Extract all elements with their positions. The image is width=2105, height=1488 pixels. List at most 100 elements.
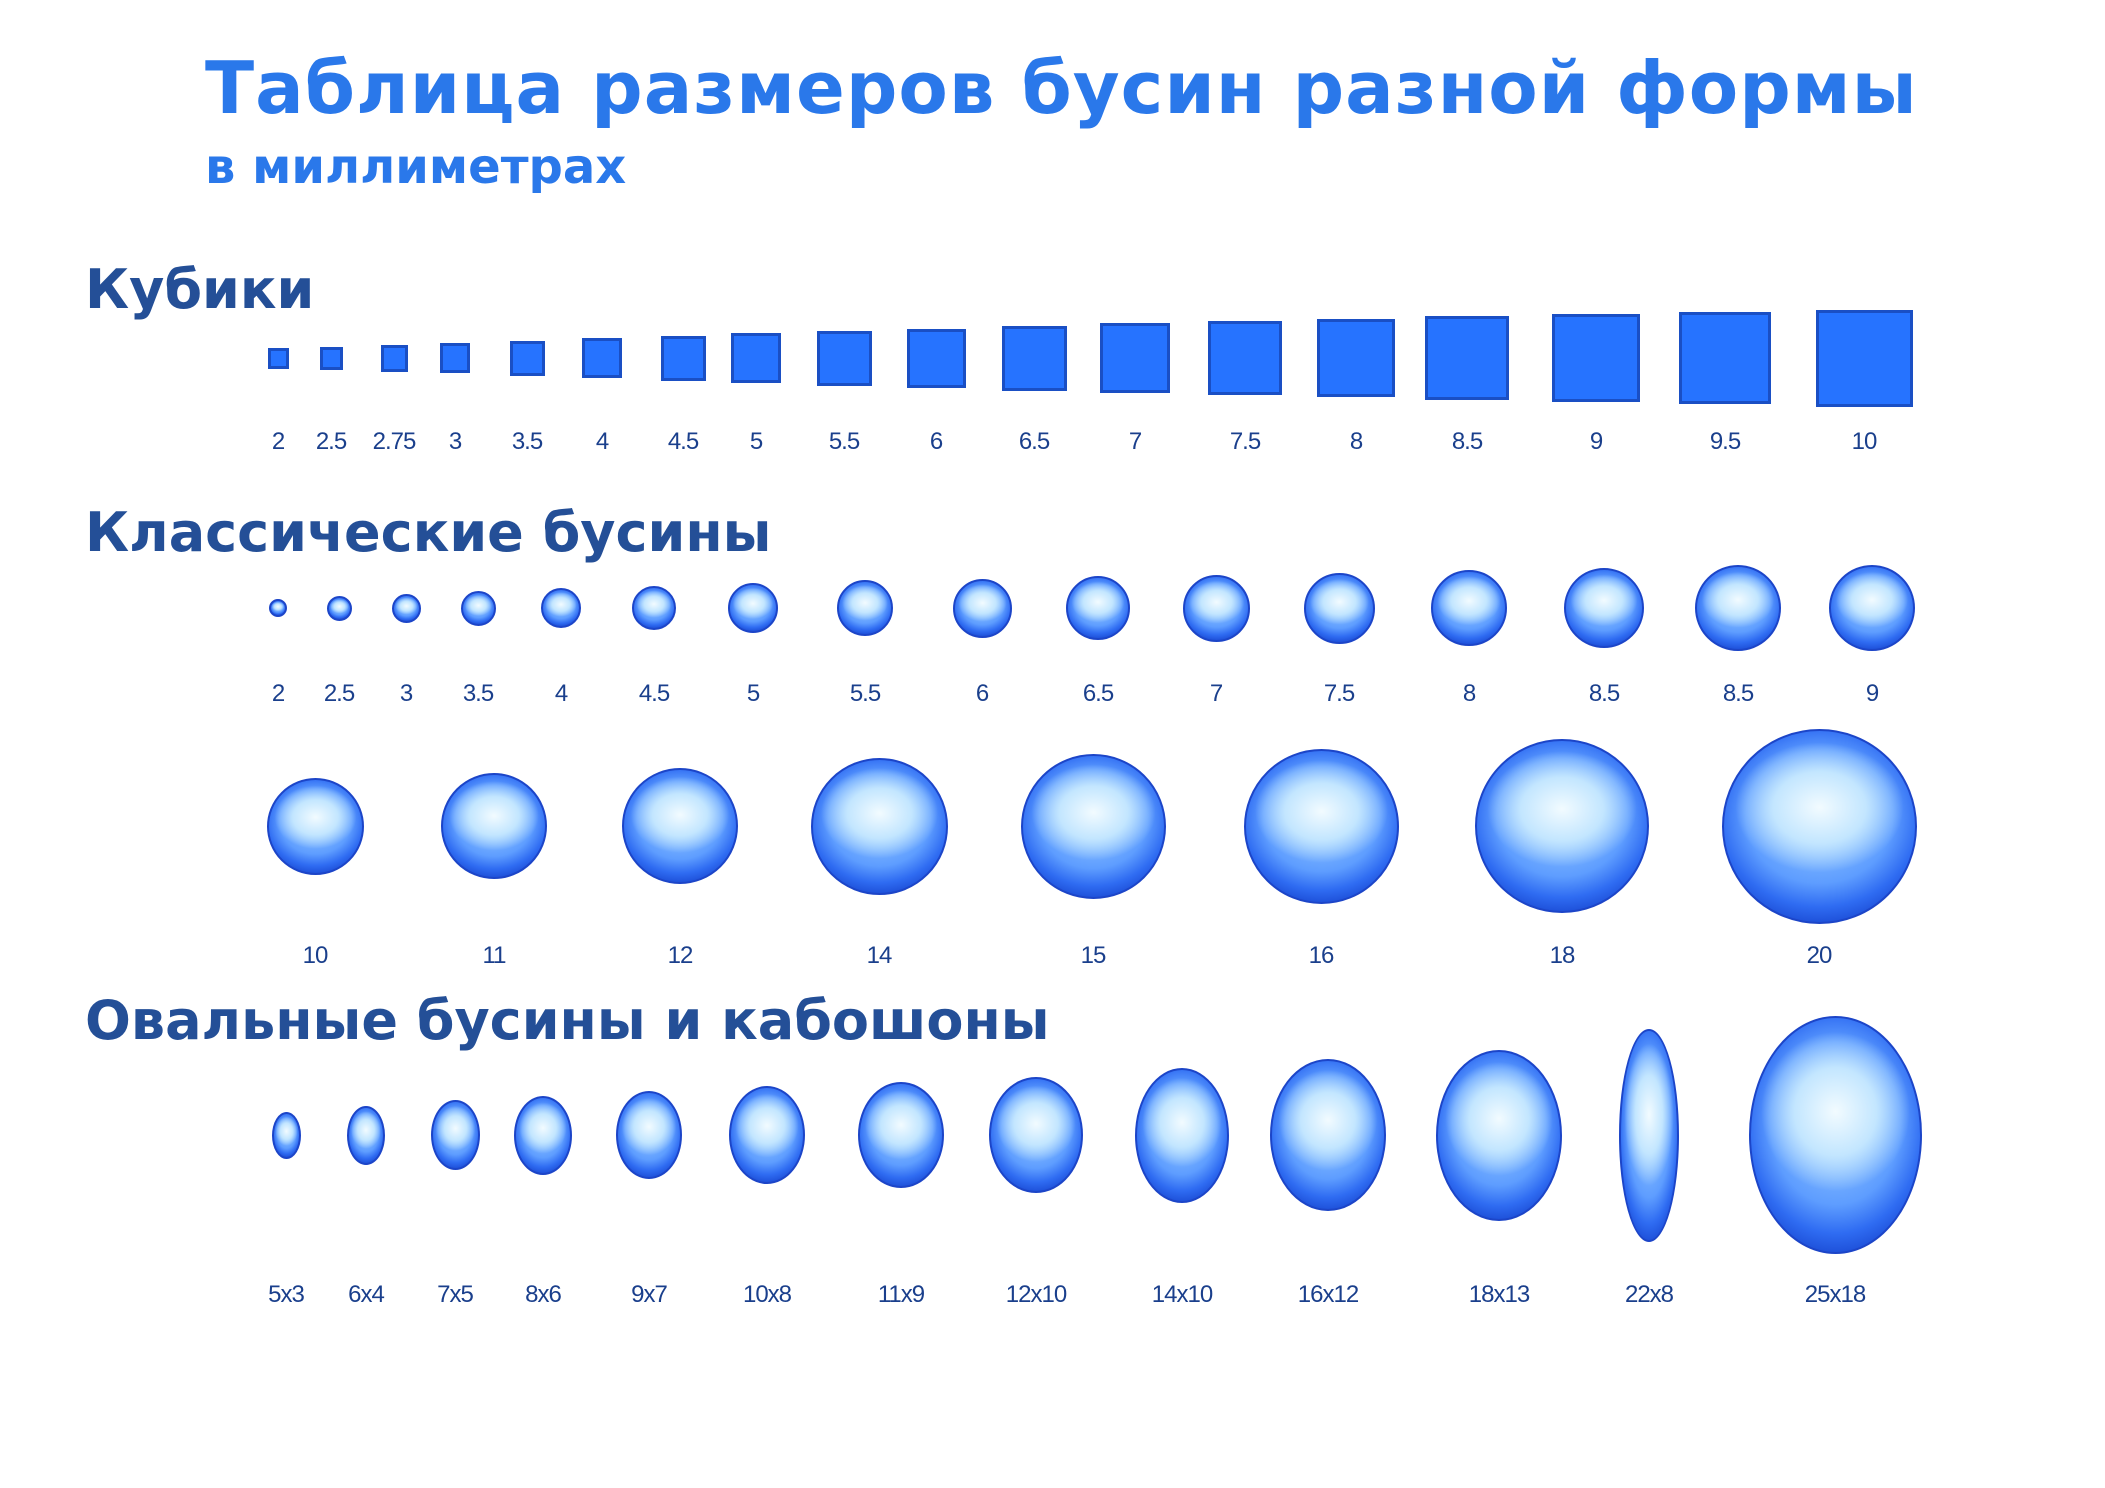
size-label: 3 <box>399 680 413 707</box>
cube-bead <box>1815 309 1913 407</box>
size-label: 5 <box>746 680 760 707</box>
cube-bead <box>731 333 781 383</box>
size-label: 18x13 <box>1468 1281 1530 1308</box>
size-label: 6x4 <box>348 1281 385 1308</box>
round-bead <box>1066 576 1130 640</box>
size-label: 3.5 <box>462 680 494 707</box>
size-label: 10 <box>302 942 329 969</box>
oval-bead <box>430 1100 480 1170</box>
section-title-classic: Классические бусины <box>85 501 772 564</box>
size-label: 7x5 <box>437 1281 474 1308</box>
section-title-cubes: Кубики <box>85 258 315 321</box>
round-bead <box>266 777 364 875</box>
round-bead <box>837 580 893 636</box>
size-label: 2 <box>271 680 285 707</box>
cube-bead <box>1425 316 1509 400</box>
size-label: 9 <box>1589 428 1603 455</box>
size-label: 8.5 <box>1451 428 1483 455</box>
round-bead <box>1475 739 1649 913</box>
round-bead <box>441 773 547 879</box>
size-label: 18 <box>1549 942 1576 969</box>
size-label: 22x8 <box>1624 1281 1674 1308</box>
oval-bead <box>1619 1028 1679 1242</box>
oval-bead <box>989 1077 1083 1193</box>
size-label: 11x9 <box>877 1281 925 1308</box>
size-label: 6 <box>975 680 989 707</box>
size-label: 25x18 <box>1804 1281 1866 1308</box>
size-label: 10x8 <box>742 1281 792 1308</box>
round-bead <box>810 757 948 895</box>
oval-bead <box>858 1082 944 1188</box>
oval-bead <box>347 1105 385 1165</box>
round-bead <box>460 590 496 626</box>
size-label: 8 <box>1462 680 1476 707</box>
size-label: 5x3 <box>268 1281 305 1308</box>
cube-bead <box>1001 325 1067 391</box>
page-title: Таблица размеров бусин разной формы <box>205 46 1918 130</box>
size-label: 5 <box>749 428 763 455</box>
size-label: 3 <box>448 428 462 455</box>
oval-bead <box>1135 1067 1229 1203</box>
size-label: 6.5 <box>1082 680 1114 707</box>
round-bead <box>1243 748 1399 904</box>
size-label: 9 <box>1865 680 1879 707</box>
oval-bead <box>514 1095 572 1175</box>
oval-bead <box>271 1111 301 1159</box>
oval-bead <box>616 1091 682 1179</box>
round-bead <box>1721 728 1917 924</box>
size-label: 14x10 <box>1151 1281 1213 1308</box>
round-bead <box>1829 565 1915 651</box>
size-label: 16x12 <box>1297 1281 1359 1308</box>
round-bead <box>1564 568 1644 648</box>
cube-bead <box>1317 319 1395 397</box>
section-title-oval: Овальные бусины и кабошоны <box>85 989 1050 1052</box>
size-label: 8.5 <box>1722 680 1754 707</box>
cube-bead <box>906 328 966 388</box>
size-label: 2.5 <box>323 680 355 707</box>
round-bead <box>1303 572 1375 644</box>
cube-bead <box>816 330 872 386</box>
round-bead <box>1020 753 1166 899</box>
oval-bead <box>1270 1059 1386 1211</box>
size-label: 5.5 <box>849 680 881 707</box>
round-bead <box>391 593 421 623</box>
cube-bead <box>509 340 545 376</box>
cube-bead <box>660 335 706 381</box>
size-label: 20 <box>1806 942 1833 969</box>
size-label: 14 <box>866 942 893 969</box>
page-subtitle: в миллиметрах <box>205 139 627 195</box>
size-label: 9.5 <box>1709 428 1741 455</box>
size-label: 4 <box>595 428 609 455</box>
size-label: 3.5 <box>511 428 543 455</box>
round-bead <box>1182 574 1250 642</box>
oval-bead <box>1748 1016 1922 1254</box>
size-label: 8x6 <box>525 1281 562 1308</box>
round-bead <box>326 595 352 621</box>
size-label: 10 <box>1851 428 1878 455</box>
size-label: 2.75 <box>372 428 417 455</box>
cube-bead <box>1208 321 1282 395</box>
size-label: 11 <box>482 942 507 969</box>
cube-bead <box>319 346 343 370</box>
size-label: 8.5 <box>1588 680 1620 707</box>
size-label: 7.5 <box>1229 428 1261 455</box>
round-bead <box>541 588 581 628</box>
size-label: 5.5 <box>828 428 860 455</box>
cube-bead <box>440 343 470 373</box>
oval-bead <box>1436 1049 1562 1221</box>
round-bead <box>622 768 738 884</box>
size-label: 6.5 <box>1018 428 1050 455</box>
cube-bead <box>1100 323 1170 393</box>
round-bead <box>632 586 676 630</box>
size-label: 7 <box>1209 680 1223 707</box>
round-bead <box>728 583 778 633</box>
size-label: 4 <box>554 680 568 707</box>
cube-bead <box>380 344 408 372</box>
cube-bead <box>267 347 289 369</box>
size-label: 15 <box>1080 942 1107 969</box>
cube-bead <box>582 338 622 378</box>
size-label: 4.5 <box>667 428 699 455</box>
size-label: 4.5 <box>638 680 670 707</box>
round-bead <box>952 578 1012 638</box>
size-label: 2 <box>271 428 285 455</box>
